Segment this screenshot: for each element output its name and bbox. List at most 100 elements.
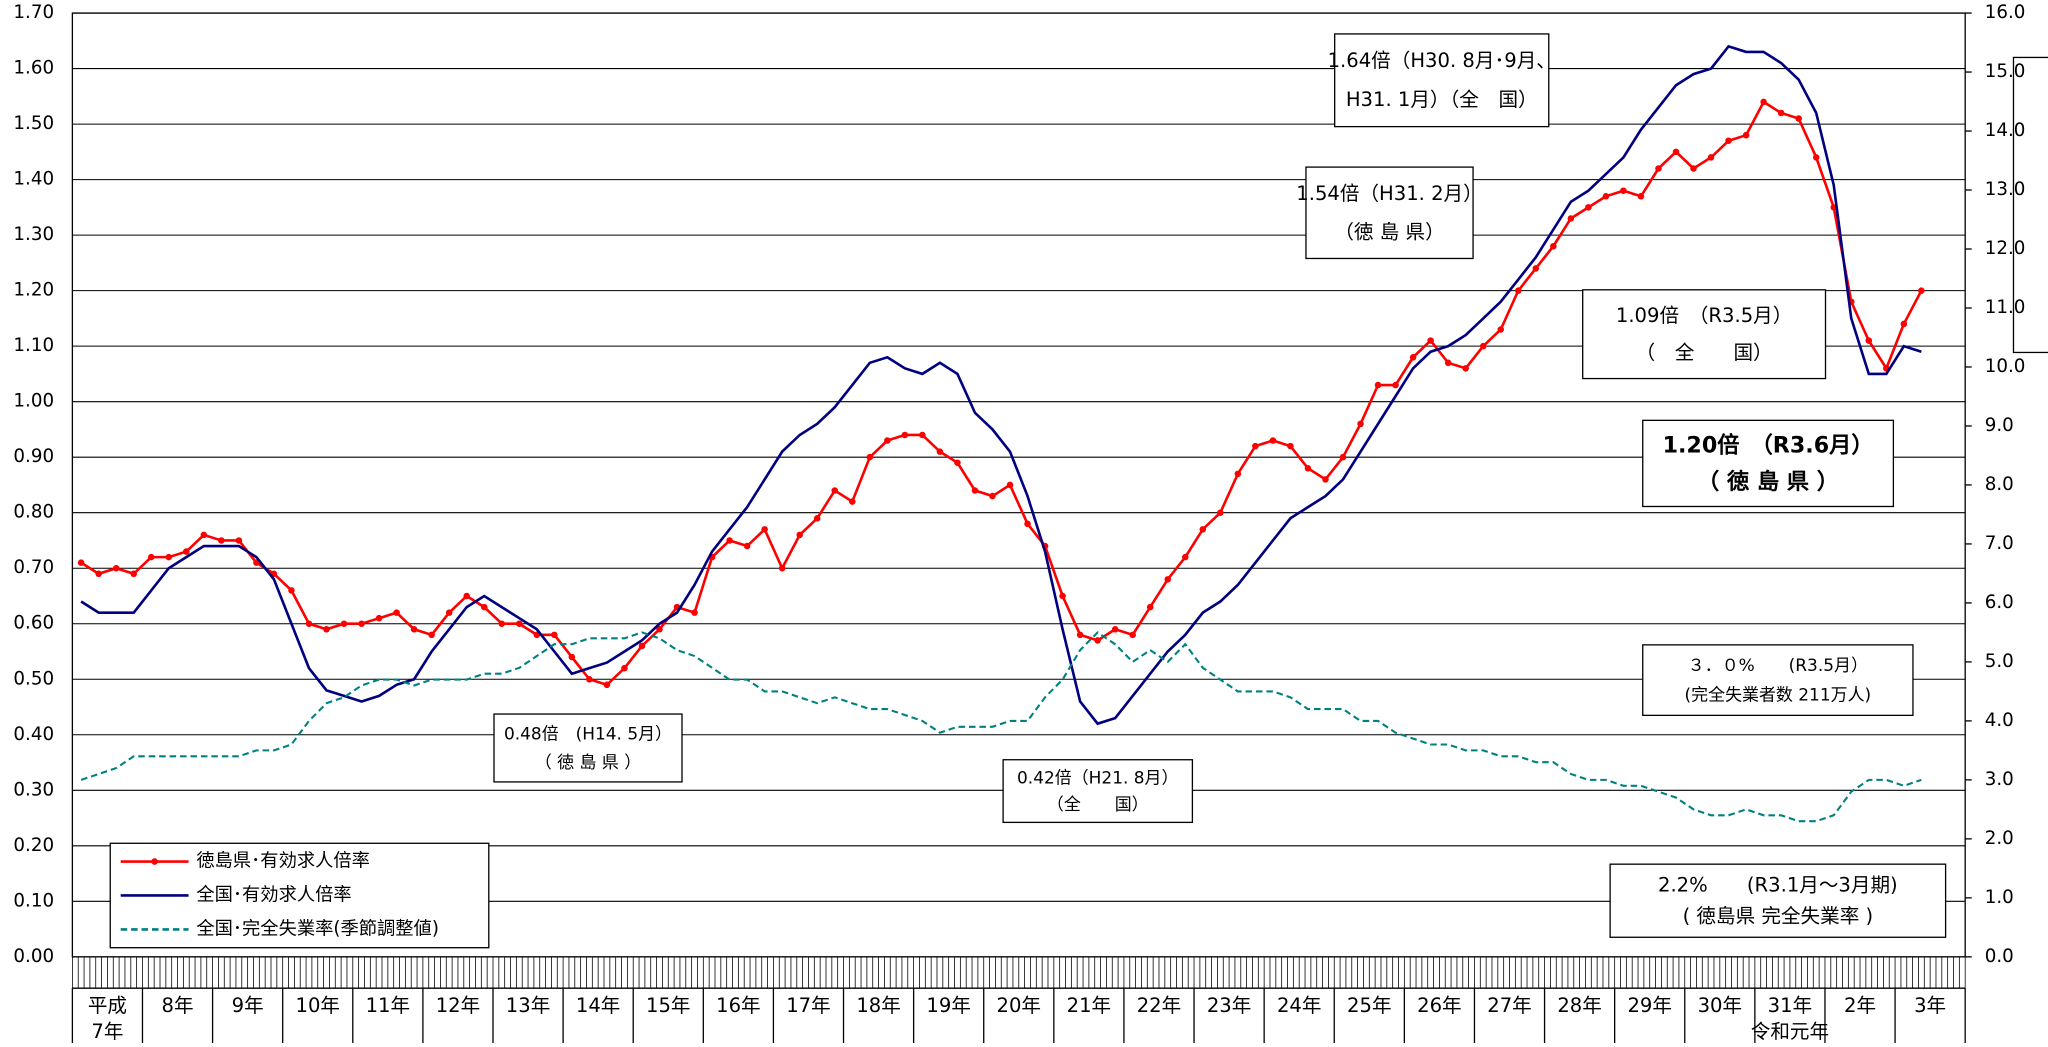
y-tick-label: 1.60 (13, 58, 54, 79)
data-point (183, 548, 190, 555)
legend-label: 全国･有効求人倍率 (196, 884, 351, 905)
y2-tick-label: 13.0 (1985, 179, 2026, 200)
data-point (288, 587, 295, 594)
x-tick-label: 24年 (1277, 994, 1322, 1017)
data-point (112, 564, 120, 572)
annotation-text: （ 徳 島 県 ） (535, 752, 641, 772)
data-point (1059, 592, 1066, 600)
data-point (989, 492, 996, 500)
annotation-text: ( 徳島県 完全失業率 ) (1683, 904, 1874, 927)
x-tick-label: 22年 (1137, 994, 1182, 1017)
y2-tick-label: 1.0 (1985, 887, 2014, 908)
data-point (1655, 165, 1662, 172)
y2-tick-label: 8.0 (1985, 474, 2014, 495)
legend-label: 徳島県･有効求人倍率 (196, 851, 370, 872)
y2-tick-label: 2.0 (1985, 828, 2014, 849)
y-tick-label: 0.70 (13, 557, 54, 578)
data-point (165, 553, 173, 561)
data-point (1795, 115, 1802, 122)
data-point (1217, 509, 1224, 516)
series-line (80, 631, 1922, 823)
data-point (1111, 626, 1119, 633)
annotation-text: ３．０% (R3.5月） (1688, 655, 1868, 675)
annotation-text: 0.48倍 (H14. 5月） (504, 723, 672, 743)
data-point (813, 514, 821, 522)
y2-tick-label: 16.0 (1985, 2, 2026, 23)
x-tick-label: 28年 (1557, 994, 1602, 1017)
data-point (1585, 204, 1592, 211)
x-tick-label: 25年 (1347, 994, 1391, 1017)
y-tick-label: 0.90 (13, 446, 54, 467)
y2-tick-label: 5.0 (1985, 651, 2014, 672)
data-point (1252, 442, 1259, 450)
data-point (1532, 265, 1540, 272)
data-point (1339, 453, 1347, 461)
y-tick-label: 0.40 (13, 724, 54, 745)
data-point (305, 620, 313, 628)
legend-label: 全国･完全失業率(季節調整値) (196, 918, 439, 939)
data-point (1322, 476, 1329, 483)
x-tick-label: 31年 (1768, 994, 1812, 1017)
data-point (1760, 98, 1767, 106)
data-point (1497, 326, 1505, 333)
data-point (1690, 165, 1697, 172)
x-tick-label: 27年 (1487, 994, 1532, 1017)
legend-marker (151, 858, 158, 865)
data-point (1076, 631, 1084, 639)
data-point (1234, 470, 1242, 478)
data-point (1199, 526, 1207, 533)
data-point (480, 603, 488, 611)
data-point (1672, 148, 1680, 156)
annotation-box (1582, 289, 1827, 380)
data-point (954, 459, 961, 467)
data-point (603, 681, 611, 689)
data-point (218, 537, 225, 544)
annotation-text: 2.2% (R3.1月～3月期) (1658, 874, 1898, 897)
data-point (1427, 337, 1434, 344)
y-tick-label: 1.40 (13, 169, 54, 190)
data-point (1164, 576, 1172, 583)
annotation-box (1642, 644, 1914, 717)
data-point (1865, 337, 1873, 344)
annotation-text: （徳 島 県） (1334, 220, 1444, 243)
y-tick-label: 1.10 (13, 335, 54, 356)
data-point (235, 537, 243, 544)
y-tick-label: 0.20 (13, 835, 54, 856)
data-point (1900, 320, 1908, 328)
y2-tick-label: 3.0 (1985, 769, 2014, 790)
x-tick-label: 17年 (786, 994, 831, 1017)
y-tick-label: 1.00 (13, 391, 54, 412)
data-point (971, 487, 979, 494)
data-point (1918, 287, 1925, 294)
data-point (1444, 359, 1452, 367)
annotation-text: 1.64倍（H30. 8月･9月、 (1328, 49, 1556, 72)
x-tick-label: 19年 (926, 994, 971, 1017)
data-point (200, 531, 208, 539)
x-tick-label: 10年 (295, 994, 340, 1017)
data-point (884, 437, 891, 444)
cropped-box (2012, 56, 2048, 354)
y2-tick-label: 9.0 (1985, 415, 2014, 436)
annotation-text: H31. 1月）（全 国） (1346, 88, 1538, 111)
x-tick-label: 13年 (506, 994, 550, 1017)
data-point (358, 620, 365, 628)
annotation-text: （ 全 国） (1636, 341, 1773, 364)
data-point (1602, 192, 1610, 200)
y2-tick-label: 11.0 (1985, 297, 2026, 318)
x-tick-label: 3年 (1914, 994, 1946, 1017)
data-point (919, 431, 926, 439)
x-tick-label: 7年 (91, 1020, 123, 1043)
annotation-box (1002, 759, 1194, 824)
data-point (778, 564, 786, 572)
data-point (831, 487, 839, 494)
data-point (1094, 637, 1101, 644)
data-point (1374, 381, 1382, 389)
y-tick-label: 0.80 (13, 502, 54, 523)
annotation-text: （全 国） (1047, 794, 1149, 814)
data-point (1777, 109, 1785, 117)
data-point (147, 553, 155, 561)
x-tick-label: 令和元年 (1751, 1020, 1829, 1043)
data-point (1637, 192, 1645, 200)
x-tick-label: 9年 (232, 994, 264, 1017)
